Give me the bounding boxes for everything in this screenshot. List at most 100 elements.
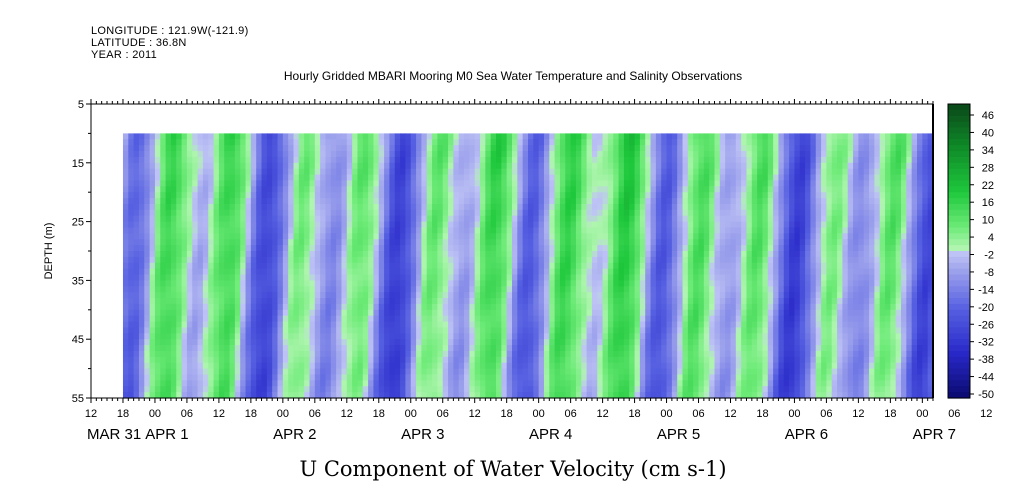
heatmap-cell — [373, 156, 380, 164]
heatmap-cell — [165, 362, 172, 370]
heatmap-cell — [565, 345, 572, 352]
heatmap-cell — [645, 309, 652, 317]
heatmap-cell — [352, 292, 359, 299]
heatmap-cell — [368, 268, 375, 276]
heatmap-cell — [250, 274, 257, 281]
heatmap-cell — [122, 174, 129, 182]
heatmap-cell — [586, 356, 593, 364]
heatmap-cell — [677, 180, 684, 187]
heatmap-cell — [575, 274, 582, 281]
heatmap-cell — [256, 356, 263, 364]
heatmap-cell — [282, 356, 289, 364]
heatmap-cell — [533, 198, 540, 205]
heatmap-cell — [309, 139, 316, 146]
heatmap-cell — [677, 151, 684, 158]
heatmap-cell — [320, 139, 327, 146]
heatmap-cell — [506, 251, 513, 258]
heatmap-cell — [501, 227, 508, 234]
heatmap-cell — [128, 380, 135, 387]
heatmap-cell — [266, 374, 273, 381]
heatmap-cell — [453, 174, 460, 182]
heatmap-cell — [458, 374, 465, 381]
heatmap-cell — [277, 203, 284, 211]
heatmap-cell — [709, 245, 716, 252]
heatmap-cell — [368, 345, 375, 352]
heatmap-cell — [405, 227, 412, 234]
heatmap-cell — [336, 356, 343, 364]
heatmap-cell — [394, 298, 401, 305]
heatmap-cell — [298, 315, 305, 323]
heatmap-cell — [623, 386, 630, 393]
heatmap-cell — [682, 262, 689, 270]
heatmap-cell — [288, 192, 295, 199]
heatmap-cell — [533, 209, 540, 217]
heatmap-cell — [218, 162, 225, 170]
heatmap-cell — [400, 368, 407, 376]
heatmap-cell — [144, 245, 151, 252]
heatmap-cell — [671, 162, 678, 170]
heatmap-cell — [352, 386, 359, 393]
heatmap-cell — [464, 198, 470, 205]
heatmap-cell — [442, 162, 449, 170]
heatmap-cell — [666, 274, 673, 281]
heatmap-cell — [581, 298, 588, 305]
heatmap-cell — [703, 168, 710, 176]
heatmap-cell — [442, 227, 449, 234]
heatmap-cell — [277, 133, 284, 140]
heatmap-cell — [480, 180, 486, 187]
heatmap-cell — [362, 174, 369, 182]
heatmap-cell — [229, 186, 236, 193]
heatmap-cell — [432, 198, 438, 205]
heatmap-cell — [432, 168, 438, 176]
heatmap-cell — [437, 386, 444, 393]
heatmap-cell — [245, 274, 252, 281]
heatmap-cell — [298, 362, 305, 370]
heatmap-cell — [298, 386, 305, 393]
heatmap-cell — [687, 298, 694, 305]
heatmap-cell — [346, 345, 353, 352]
heatmap-cell — [197, 151, 204, 158]
heatmap-cell — [256, 309, 263, 317]
heatmap-cell — [154, 280, 161, 287]
heatmap-cell — [469, 309, 476, 317]
heatmap-cell — [698, 133, 705, 140]
heatmap-cell — [341, 380, 348, 387]
heatmap-cell — [416, 174, 423, 182]
heatmap-cell — [405, 139, 412, 146]
heatmap-cell — [160, 262, 167, 270]
heatmap-cell — [197, 280, 204, 287]
heatmap-cell — [309, 356, 316, 364]
heatmap-cell — [437, 233, 444, 240]
heatmap-cell — [410, 221, 417, 229]
heatmap-cell — [261, 321, 268, 329]
heatmap-cell — [527, 362, 534, 370]
heatmap-cell — [122, 298, 129, 305]
heatmap-cell — [213, 309, 220, 317]
heatmap-cell — [442, 374, 449, 381]
heatmap-cell — [208, 192, 215, 199]
heatmap-cell — [421, 268, 428, 276]
heatmap-cell — [309, 233, 316, 240]
heatmap-cell — [480, 356, 486, 364]
heatmap-cell — [186, 221, 193, 229]
heatmap-cell — [639, 139, 646, 146]
heatmap-cell — [416, 339, 423, 346]
heatmap-cell — [501, 309, 508, 317]
heatmap-cell — [421, 174, 428, 182]
heatmap-cell — [469, 286, 476, 293]
heatmap-cell — [618, 221, 625, 229]
heatmap-cell — [304, 339, 311, 346]
heatmap-cell — [218, 180, 225, 187]
heatmap-cell — [543, 233, 550, 240]
heatmap-cell — [496, 133, 502, 140]
heatmap-cell — [677, 286, 684, 293]
heatmap-cell — [448, 192, 454, 199]
heatmap-cell — [346, 327, 353, 334]
heatmap-cell — [543, 280, 550, 287]
heatmap-cell — [448, 392, 454, 399]
heatmap-cell — [480, 186, 486, 193]
heatmap-cell — [245, 262, 252, 270]
heatmap-cell — [378, 180, 385, 187]
heatmap-cell — [378, 350, 385, 358]
heatmap-cell — [591, 315, 598, 323]
